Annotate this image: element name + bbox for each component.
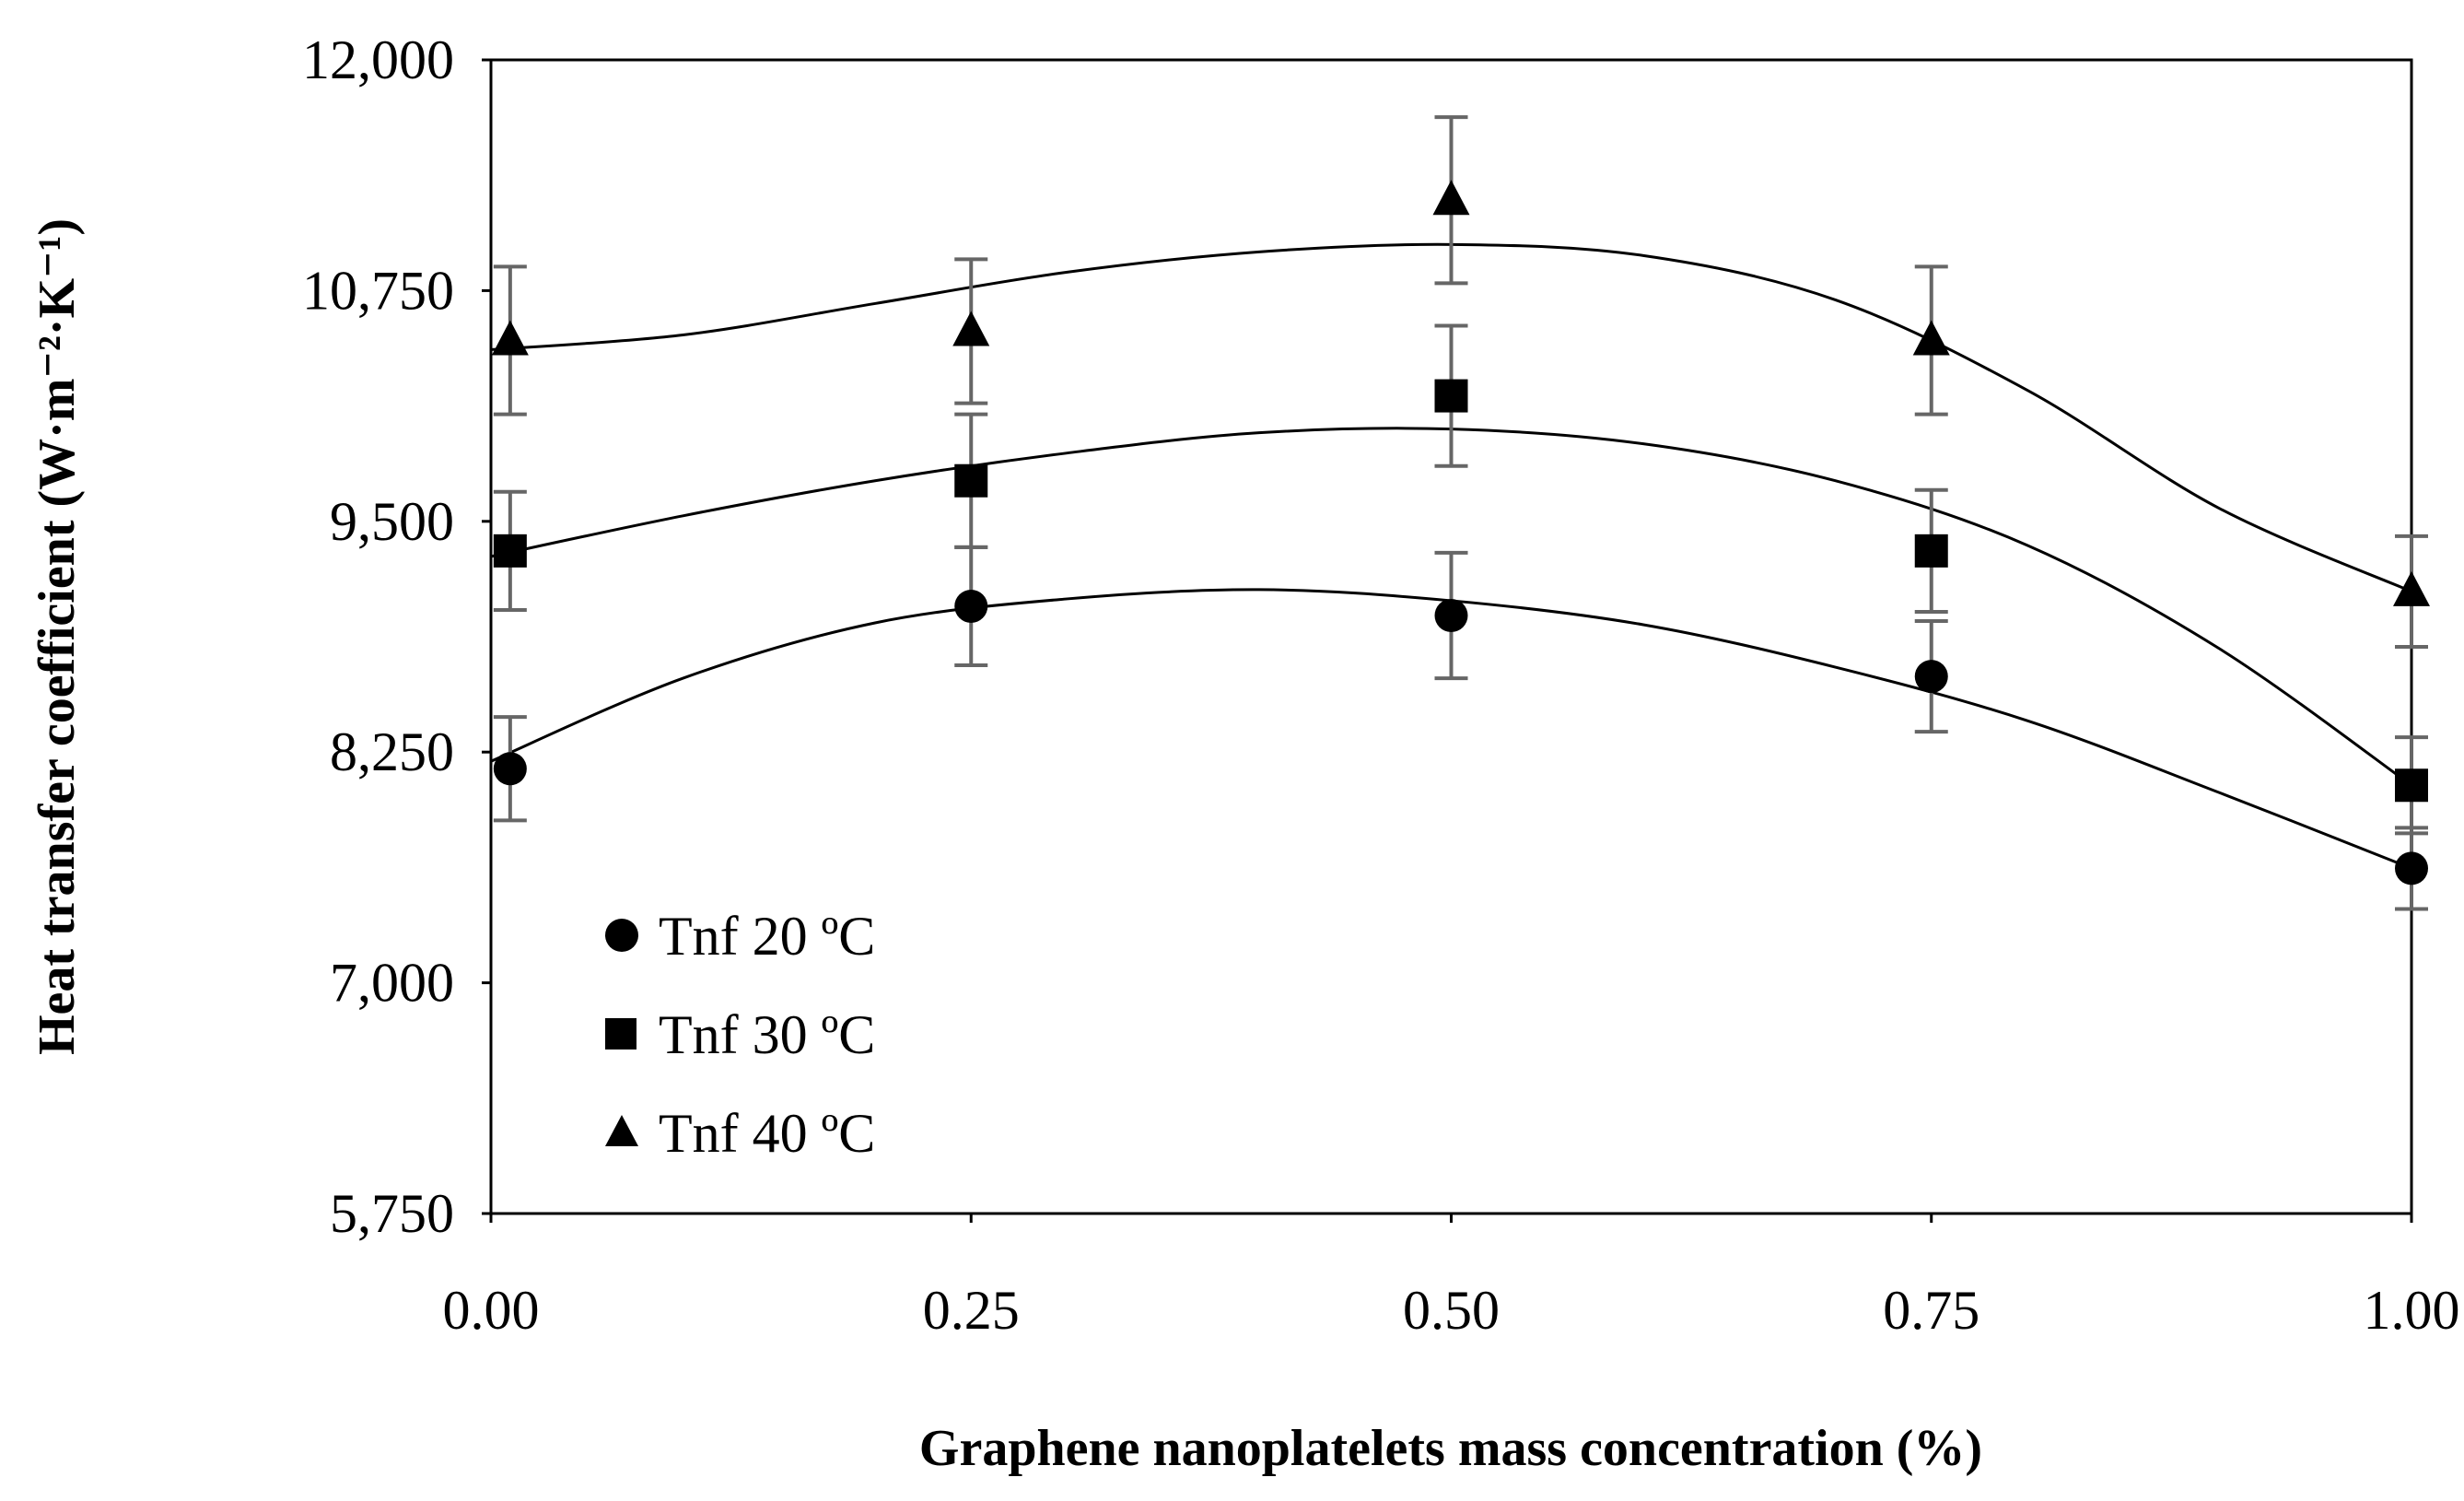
x-tick-label: 0.00: [443, 1280, 540, 1341]
x-tick-label: 1.00: [2364, 1280, 2460, 1341]
data-point-circle: [2395, 851, 2428, 885]
y-axis-ticks: 5,750 7,000 8,250 9,500 10,750 12,000: [302, 29, 491, 1244]
data-point-square: [2395, 768, 2428, 803]
data-point-circle: [954, 589, 988, 623]
legend-marker-square: [605, 1018, 636, 1050]
x-axis-label: Graphene nanoplatelets mass concentratio…: [919, 1420, 1982, 1477]
data-point-triangle: [1432, 180, 1470, 216]
y-tick-label: 12,000: [302, 29, 454, 90]
legend-marker-circle: [605, 919, 638, 952]
error-bars: [493, 115, 2428, 911]
legend-label-tnf-30: Tnf 30 ºC: [659, 1004, 875, 1065]
data-markers: [491, 180, 2430, 885]
data-point-circle: [1434, 598, 1468, 632]
data-point-circle: [493, 752, 527, 786]
fit-curve-square: [490, 427, 2412, 787]
y-tick-label: 8,250: [330, 721, 454, 782]
data-point-square: [493, 534, 527, 568]
y-tick-label: 7,000: [330, 953, 454, 1014]
legend-marker-triangle: [605, 1115, 638, 1146]
y-axis-label: Heat transfer coefficient (W·m⁻²·K⁻¹): [29, 218, 86, 1055]
legend-label-tnf-20: Tnf 20 ºC: [659, 906, 875, 967]
y-tick-label: 5,750: [330, 1183, 454, 1244]
y-tick-label: 9,500: [330, 491, 454, 552]
data-point-triangle: [952, 311, 990, 346]
legend: Tnf 20 ºC Tnf 30 ºC Tnf 40 ºC: [605, 906, 875, 1164]
x-tick-label: 0.50: [1403, 1280, 1500, 1341]
data-point-circle: [1914, 660, 1948, 694]
data-point-triangle: [2393, 570, 2430, 606]
data-point-triangle: [491, 320, 529, 356]
data-point-square: [1914, 534, 1948, 568]
y-tick-label: 10,750: [302, 260, 454, 321]
data-point-square: [954, 463, 988, 498]
legend-label-tnf-40: Tnf 40 ºC: [659, 1103, 875, 1164]
data-point-triangle: [1912, 320, 1950, 356]
x-axis-ticks: 0.00 0.25 0.50 0.75 1.00: [443, 1214, 2460, 1341]
x-tick-label: 0.25: [923, 1280, 1020, 1341]
data-point-square: [1434, 379, 1468, 413]
fit-curve-triangle: [490, 242, 2412, 593]
x-tick-label: 0.75: [1883, 1280, 1979, 1341]
